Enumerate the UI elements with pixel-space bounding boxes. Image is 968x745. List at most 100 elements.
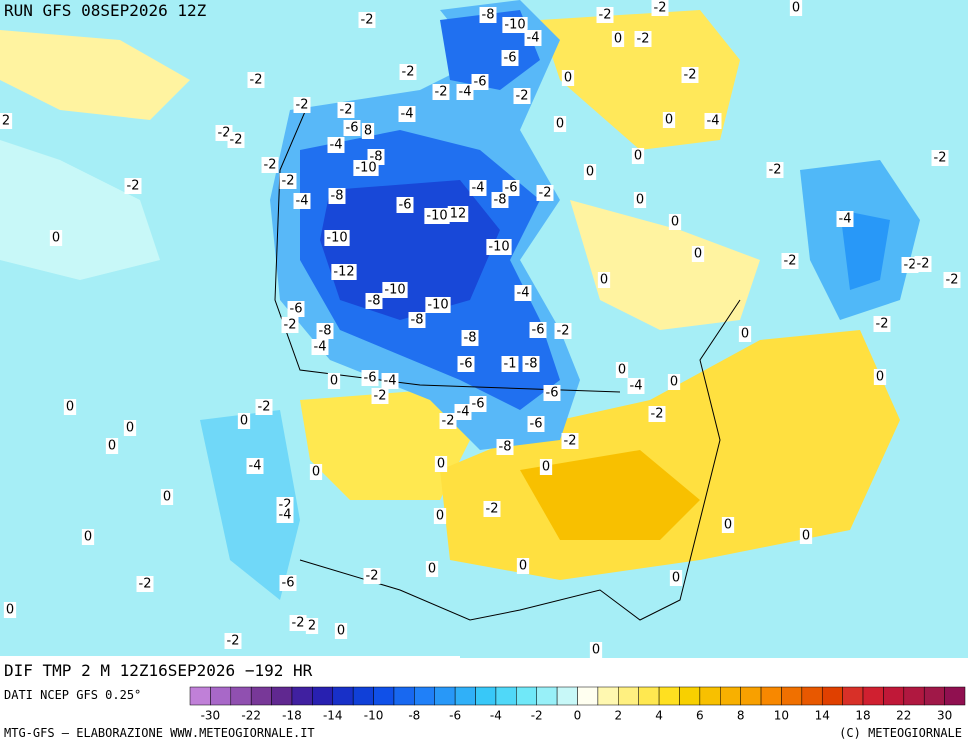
warm-area — [540, 10, 740, 150]
colorbar-swatch — [883, 686, 905, 706]
contour-label-bg — [281, 317, 299, 333]
contour-label-bg — [627, 378, 645, 394]
colorbar-label: 30 — [937, 709, 952, 723]
contour-label: -4 — [457, 405, 470, 420]
contour-label-bg — [524, 30, 542, 46]
contour-label-bg — [583, 164, 597, 180]
contour-label-bg — [457, 356, 475, 372]
contour-label-bg — [227, 132, 245, 148]
contour-label: -2 — [876, 317, 889, 332]
colorbar-swatch — [230, 686, 252, 706]
contour-label-bg — [502, 17, 528, 33]
contour-label-bg — [279, 575, 297, 591]
contour-label-bg — [255, 399, 273, 415]
contour-label: 0 — [337, 624, 345, 639]
contour-label: 0 — [84, 530, 92, 545]
contour-label-bg — [539, 459, 553, 475]
contour-label: -2 — [402, 65, 415, 80]
colorbar-label: 8 — [737, 709, 745, 723]
contour-label-bg — [516, 558, 530, 574]
contour-label: -6 — [290, 302, 303, 317]
contour-labels: -2 -8-10-4-2 -2 00 -2-6-6-4-2 -2-2 0 -2-2-2 -2 -4… — [0, 0, 961, 658]
colorbar-swatch — [760, 686, 782, 706]
contour-label: -2 — [127, 179, 140, 194]
contour-label-bg — [328, 188, 346, 204]
contour-label: -12 — [333, 265, 354, 280]
contour-label-bg — [789, 0, 803, 16]
contour-label-bg — [667, 374, 681, 390]
colorbar-swatch — [638, 686, 660, 706]
contour-label-bg — [456, 84, 474, 100]
contour-label: -10 — [326, 231, 347, 246]
contour-label: -4 — [330, 138, 343, 153]
colorbar-swatch — [903, 686, 925, 706]
contour-label-bg — [361, 123, 375, 139]
copyright-text: (C) METEOGIORNALE — [839, 726, 962, 740]
contour-label: -6 — [504, 51, 517, 66]
warm-area — [570, 200, 760, 330]
contour-label: 0 — [876, 370, 884, 385]
colorbar-swatch — [434, 686, 456, 706]
colorbar-swatch — [842, 686, 864, 706]
contour-label: -2 — [637, 32, 650, 47]
contour-label: 0 — [542, 460, 550, 475]
contour-label: -6 — [472, 397, 485, 412]
contour-label: 0 — [586, 165, 594, 180]
colorbar-label: 2 — [614, 709, 622, 723]
contour-label-bg — [766, 162, 784, 178]
field-title: DIF TMP 2 M 12Z16SEP2026 −192 HR — [4, 661, 313, 680]
contour-label-bg — [136, 576, 154, 592]
contour-label-bg — [469, 396, 487, 412]
contour-label-bg — [561, 70, 575, 86]
contour-label-bg — [662, 112, 676, 128]
contour-label: -4 — [279, 508, 292, 523]
colorbar-label: 14 — [815, 709, 830, 723]
contour-label: 0 — [670, 375, 678, 390]
contour-label: 2 — [308, 619, 316, 634]
contour-label-bg — [513, 88, 531, 104]
colorbar-label: -4 — [490, 709, 502, 723]
contour-label: -2 — [264, 158, 277, 173]
contour-label: 0 — [240, 414, 248, 429]
contour-label: 0 — [330, 374, 338, 389]
contour-label: -6 — [364, 371, 377, 386]
contour-label-bg — [381, 373, 399, 389]
contour-label: -8 — [499, 440, 512, 455]
contour-label-bg — [361, 370, 379, 386]
contour-label-bg — [589, 642, 603, 658]
colorbar-label: -14 — [323, 709, 343, 723]
colorbar-label: -6 — [449, 709, 461, 723]
contour-label: -4 — [517, 286, 530, 301]
contour-label-bg — [561, 433, 579, 449]
contour-label: -4 — [296, 194, 309, 209]
colorbar-label: 6 — [696, 709, 704, 723]
credit-text: MTG-GFS — ELABORAZIONE WWW.METEOGIORNALE… — [4, 726, 315, 740]
contour-label-bg — [554, 323, 572, 339]
contour-label: -2 — [769, 163, 782, 178]
contour-label-bg — [536, 185, 554, 201]
contour-label: 12 — [450, 207, 467, 222]
contour-label: -8 — [494, 193, 507, 208]
contour-label-bg — [105, 438, 119, 454]
colorbar-label: -2 — [531, 709, 543, 723]
contour-label-bg — [246, 458, 264, 474]
contour-label: 0 — [437, 457, 445, 472]
contour-label-bg — [522, 356, 540, 372]
contour-label: -8 — [331, 189, 344, 204]
contour-label: -6 — [546, 386, 559, 401]
contour-label: 0 — [66, 400, 74, 415]
warm-area — [300, 390, 470, 500]
contour-label-bg — [901, 257, 919, 273]
contour-label: -2 — [784, 254, 797, 269]
contour-label: -10 — [427, 298, 448, 313]
contour-label: -6 — [532, 323, 545, 338]
contour-label: -2 — [917, 257, 930, 272]
contour-label-bg — [327, 373, 341, 389]
contour-label-bg — [596, 7, 614, 23]
contour-label-bg — [651, 0, 669, 16]
contour-label: -2 — [564, 434, 577, 449]
contour-label-bg — [496, 439, 514, 455]
contour-label: 0 — [592, 643, 600, 658]
contour-label-bg — [316, 323, 334, 339]
